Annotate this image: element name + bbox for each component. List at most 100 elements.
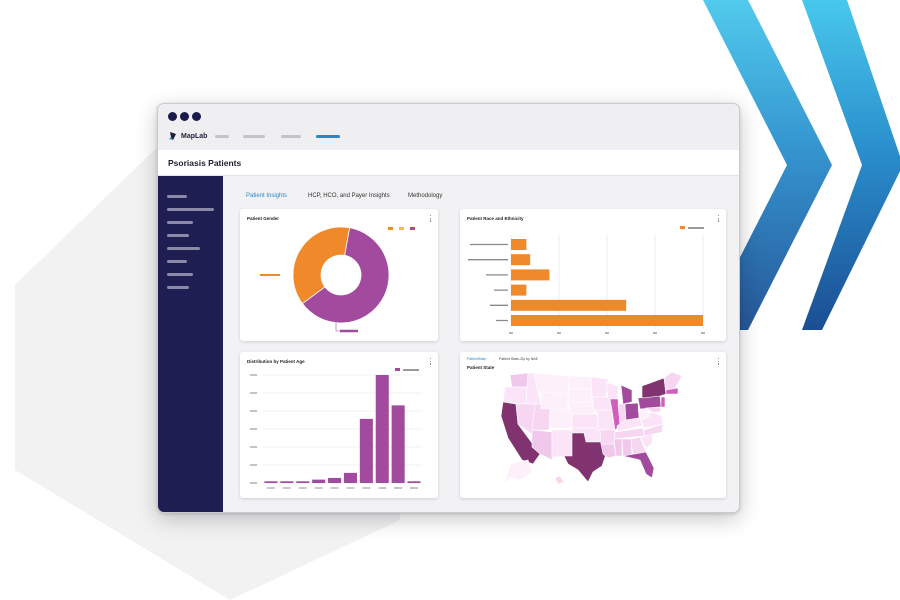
age-bar — [296, 481, 310, 483]
state-new-york[interactable] — [641, 377, 667, 399]
state-hawaii[interactable] — [554, 475, 565, 485]
sidebar-item[interactable] — [167, 221, 193, 224]
legend-label — [403, 369, 419, 371]
legend-swatch-purple — [395, 368, 400, 371]
donut-leader-line — [335, 321, 340, 332]
brand-name: MapLab — [181, 132, 208, 140]
sidebar-item[interactable] — [167, 208, 214, 211]
race-bar — [511, 315, 703, 326]
state-maryland[interactable] — [645, 406, 662, 413]
state-oregon[interactable] — [502, 386, 528, 405]
age-bar — [264, 481, 278, 483]
main-content: Patient Insights HCP, HCO, and Payer Ins… — [223, 176, 739, 512]
age-bar — [343, 472, 357, 483]
brand[interactable]: MapLab — [168, 131, 207, 141]
window-dot-maximize[interactable] — [192, 112, 201, 121]
patient-age-card: Distribution by Patient Age — [240, 352, 438, 498]
state-minnesota[interactable] — [590, 376, 609, 398]
chevron-right — [802, 0, 900, 330]
state-new-jersey[interactable] — [660, 396, 666, 408]
more-options-icon[interactable] — [718, 215, 720, 223]
race-bar — [511, 269, 550, 281]
legend-swatch-yellow — [399, 227, 404, 230]
page-header: Psoriasis Patients — [158, 150, 739, 176]
tab-patient-insights[interactable]: Patient Insights — [246, 193, 288, 199]
donut-slice — [301, 227, 390, 324]
state-wyoming[interactable] — [540, 391, 569, 411]
age-bar — [375, 375, 389, 483]
state-arizona[interactable] — [531, 429, 553, 461]
sidebar-item[interactable] — [167, 247, 200, 250]
state-michigan[interactable] — [620, 384, 633, 405]
state-mississippi[interactable] — [613, 438, 623, 457]
donut-slice — [292, 226, 351, 305]
chevron-left — [703, 0, 832, 330]
race-bar — [511, 284, 527, 296]
age-bar — [391, 405, 405, 483]
state-massachusetts[interactable] — [665, 387, 679, 395]
state-new-england[interactable] — [663, 371, 683, 395]
more-options-icon[interactable] — [430, 215, 432, 223]
state-north-dakota[interactable] — [568, 375, 592, 390]
legend-swatch-orange — [388, 227, 393, 230]
state-washington[interactable] — [509, 372, 529, 388]
race-bar-chart — [468, 235, 705, 334]
state-colorado[interactable] — [548, 408, 573, 429]
legend-label — [688, 227, 704, 229]
app-window: MapLab Psoriasis Patients Patient Insigh… — [157, 103, 740, 513]
nav-item-2[interactable] — [243, 135, 265, 138]
state-louisiana[interactable] — [600, 443, 617, 459]
state-new-mexico[interactable] — [551, 429, 573, 458]
nav-item-4-active[interactable] — [316, 135, 340, 138]
age-bar — [359, 418, 373, 483]
nav-item-3[interactable] — [281, 135, 301, 138]
card-title: Patient State — [467, 365, 495, 370]
state-kansas[interactable] — [571, 413, 599, 429]
maplab-logo-icon — [169, 132, 176, 140]
sidebar-item[interactable] — [167, 286, 189, 289]
state-alaska[interactable] — [503, 459, 533, 485]
window-dot-close[interactable] — [168, 112, 177, 121]
window-dot-minimize[interactable] — [180, 112, 189, 121]
nav-item-1[interactable] — [215, 135, 229, 138]
state-alabama[interactable] — [621, 438, 633, 457]
title-bar: MapLab — [158, 104, 739, 150]
state-south-dakota[interactable] — [567, 388, 593, 403]
sidebar-item[interactable] — [167, 260, 187, 263]
map-subtab-state-zip[interactable]: Patient State-Zip by NAE — [499, 357, 538, 361]
age-bar — [407, 481, 421, 483]
patient-gender-card: Patient Gender — [240, 209, 438, 341]
more-options-icon[interactable] — [430, 358, 432, 366]
state-ohio[interactable] — [624, 402, 640, 421]
tab-methodology[interactable]: Methodology — [408, 193, 443, 199]
race-bar — [511, 299, 627, 311]
state-texas[interactable] — [563, 432, 607, 483]
page-title: Psoriasis Patients — [168, 158, 242, 168]
more-options-icon[interactable] — [718, 358, 720, 366]
patient-state-card: PatientState Patient State-Zip by NAE Pa… — [460, 352, 726, 498]
state-nebraska[interactable] — [567, 401, 596, 415]
age-bar-chart — [250, 374, 422, 489]
state-florida[interactable] — [622, 451, 655, 479]
state-montana[interactable] — [533, 372, 570, 395]
state-kentucky[interactable] — [616, 417, 643, 432]
sidebar-item[interactable] — [167, 273, 193, 276]
map-subtab-patient-state[interactable]: PatientState — [467, 357, 487, 361]
race-bar — [511, 254, 531, 266]
patient-race-card: Patient Race and Ethnicity — [460, 209, 726, 341]
sidebar — [158, 176, 223, 512]
age-bar — [312, 479, 326, 483]
sidebar-item[interactable] — [167, 234, 189, 237]
sidebar-item[interactable] — [167, 195, 187, 198]
state-wisconsin[interactable] — [605, 381, 619, 400]
card-title: Patient Race and Ethnicity — [467, 216, 524, 221]
tab-hcp-hco-payer-insights[interactable]: HCP, HCO, and Payer Insights — [308, 193, 390, 199]
legend-swatch-purple — [410, 227, 415, 230]
age-bar — [280, 481, 294, 483]
card-title: Distribution by Patient Age — [247, 359, 305, 364]
state-north-carolina[interactable] — [643, 423, 664, 437]
state-arkansas[interactable] — [599, 429, 616, 445]
gender-donut-chart — [260, 226, 390, 333]
